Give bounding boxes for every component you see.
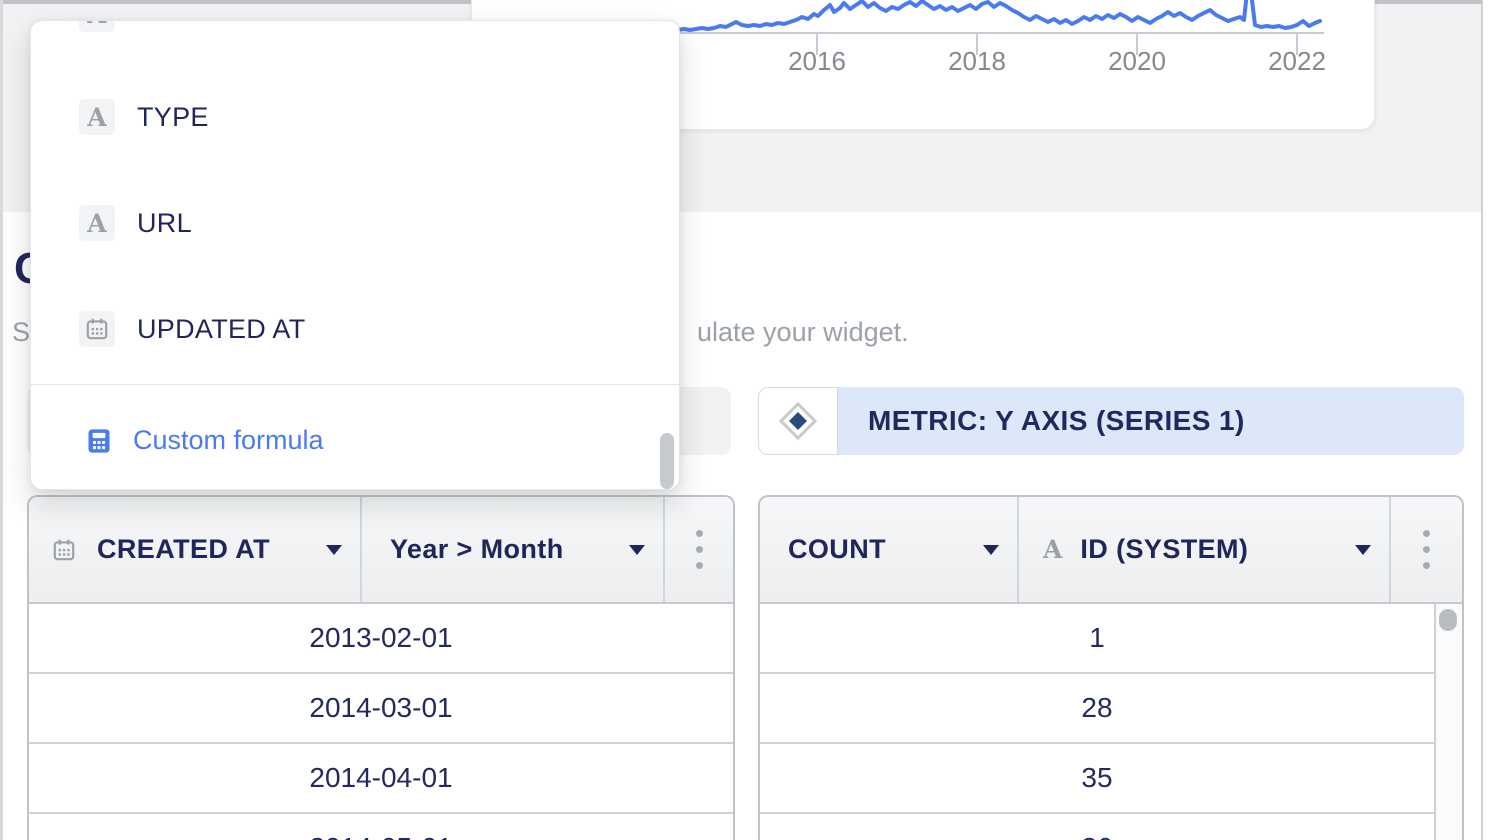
column-header-created-at[interactable]: CREATED AT	[29, 497, 362, 602]
table-row: 2014-05-01	[29, 814, 733, 840]
column-label: CREATED AT	[97, 534, 270, 564]
metric-preview-table: COUNT A ID (SYSTEM) 1283536	[758, 495, 1464, 840]
table-row: 2014-04-01	[29, 744, 733, 814]
column-label: Year > Month	[390, 534, 564, 564]
diamond-icon	[778, 401, 818, 441]
dropdown-item-updated-at[interactable]: UPDATED AT	[79, 311, 306, 347]
dropdown-item-label: TYPE	[137, 101, 209, 132]
table-header: COUNT A ID (SYSTEM)	[760, 497, 1462, 604]
chevron-down-icon[interactable]	[1355, 544, 1371, 555]
table-row: 35	[760, 744, 1434, 814]
custom-formula-label: Custom formula	[133, 425, 324, 455]
chevron-down-icon[interactable]	[983, 544, 999, 555]
text-field-icon: A	[79, 21, 115, 32]
dropdown-item-type[interactable]: A TYPE	[79, 99, 209, 135]
x-axis-label: 2016	[788, 46, 846, 76]
dimension-preview-table: CREATED AT Year > Month 2013-02-01 2014-0…	[27, 495, 735, 840]
calendar-icon	[79, 311, 115, 347]
field-dropdown-menu: A A TYPE A URL UPDATED AT	[30, 20, 680, 490]
custom-formula-button[interactable]: Custom formula	[85, 425, 324, 456]
dropdown-scrollbar-thumb[interactable]	[660, 433, 674, 489]
text-field-icon: A	[79, 99, 115, 135]
calculator-icon	[88, 428, 110, 453]
table-row: 28	[760, 674, 1434, 744]
metric-pill[interactable]: METRIC: Y AXIS (SERIES 1)	[758, 387, 1464, 455]
column-header-count[interactable]: COUNT	[760, 497, 1019, 602]
chevron-down-icon[interactable]	[326, 544, 342, 555]
table-row: 36	[760, 814, 1434, 840]
table-scrollbar-thumb[interactable]	[1439, 609, 1457, 631]
screen-right-border	[1481, 0, 1483, 840]
column-label: COUNT	[788, 534, 886, 564]
table-row: 2013-02-01	[29, 604, 733, 674]
column-label: ID (SYSTEM)	[1080, 534, 1249, 564]
table-row: 1	[760, 604, 1434, 674]
x-axis-label: 2020	[1108, 46, 1166, 76]
trend-line-chart	[676, 0, 1324, 55]
dropdown-item-partial[interactable]: A	[79, 21, 115, 32]
text-field-icon: A	[1043, 535, 1063, 564]
table-row: 2014-03-01	[29, 674, 733, 744]
dropdown-item-label: UPDATED AT	[137, 313, 306, 344]
table-body: 1283536	[760, 604, 1434, 840]
metric-icon-box[interactable]	[758, 387, 838, 455]
table-header: CREATED AT Year > Month	[29, 497, 733, 604]
x-axis-label: 2018	[948, 46, 1006, 76]
metric-pill-label[interactable]: METRIC: Y AXIS (SERIES 1)	[838, 387, 1464, 455]
column-header-id-system[interactable]: A ID (SYSTEM)	[1019, 497, 1391, 602]
column-header-granularity[interactable]: Year > Month	[362, 497, 665, 602]
chevron-down-icon[interactable]	[629, 544, 645, 555]
calendar-icon	[53, 539, 75, 560]
dropdown-item-label: URL	[137, 207, 192, 238]
x-axis-label: 2022	[1268, 46, 1326, 76]
screen-left-border	[0, 0, 3, 840]
subtitle-fragment-left: S	[12, 317, 31, 347]
table-menu-button[interactable]	[1391, 497, 1462, 602]
dropdown-divider	[31, 384, 679, 385]
kebab-menu-icon	[695, 530, 703, 569]
table-menu-button[interactable]	[665, 497, 733, 602]
subtitle-fragment-right: ulate your widget.	[697, 317, 909, 347]
table-scrollbar-track[interactable]	[1434, 604, 1462, 840]
kebab-menu-icon	[1423, 530, 1430, 569]
dropdown-item-url[interactable]: A URL	[79, 205, 192, 241]
text-field-icon: A	[79, 205, 115, 241]
